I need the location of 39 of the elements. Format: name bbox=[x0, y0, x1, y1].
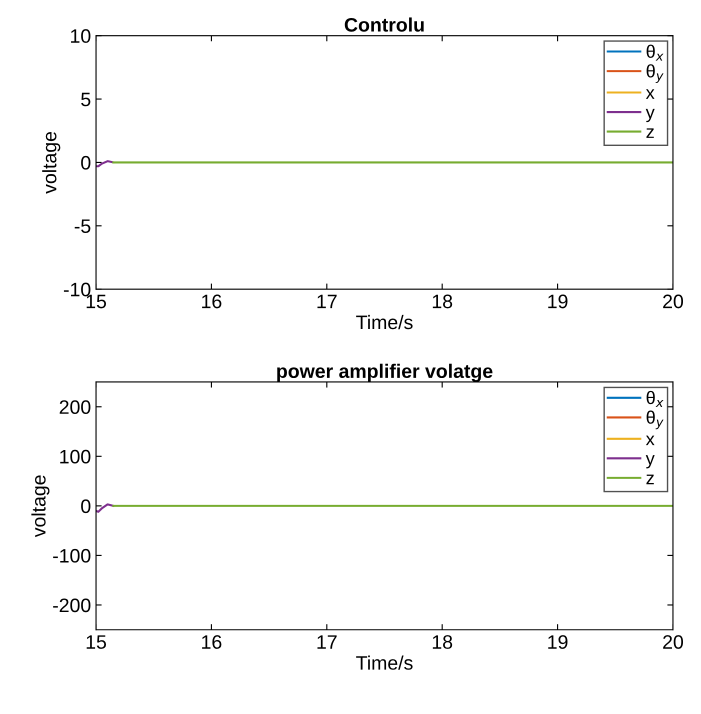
legend-label: z bbox=[646, 128, 654, 138]
chart-title: power amplifier volatge bbox=[277, 364, 492, 382]
x-tick-label: 18 bbox=[432, 294, 452, 308]
x-tick-label: 17 bbox=[317, 635, 337, 649]
x-tick-label: 19 bbox=[548, 294, 568, 308]
x-axis-title: Time/s bbox=[356, 314, 413, 330]
x-tick-label: 15 bbox=[86, 635, 106, 649]
x-tick-label: 17 bbox=[317, 294, 337, 308]
y-tick-label: -5 bbox=[74, 219, 90, 234]
y-tick-label: 200 bbox=[60, 400, 90, 414]
chart-title: Controlu bbox=[344, 17, 424, 32]
y-axis-title: voltage bbox=[31, 475, 50, 538]
x-tick-label: 18 bbox=[432, 635, 452, 649]
legend-label: θ$_{x}$ bbox=[646, 44, 664, 61]
legend-label: z bbox=[646, 474, 654, 484]
y-tick-label: 100 bbox=[60, 450, 90, 464]
x-tick-label: 19 bbox=[548, 635, 568, 649]
x-tick-label: 20 bbox=[663, 294, 684, 308]
y-tick-label: 5 bbox=[81, 92, 90, 106]
legend-label: y bbox=[646, 455, 655, 468]
y-tick-label: -200 bbox=[53, 598, 90, 612]
x-tick-label: 16 bbox=[202, 635, 222, 649]
y-tick-label: 0 bbox=[81, 499, 90, 514]
legend-label: θ$_{x}$ bbox=[646, 390, 664, 407]
legend-label: θ$_{y}$ bbox=[646, 64, 664, 83]
y-tick-label: -10 bbox=[64, 282, 90, 296]
legend-label: θ$_{y}$ bbox=[646, 410, 664, 430]
y-tick-label: 10 bbox=[71, 29, 90, 43]
y-axis-title: voltage bbox=[42, 132, 60, 194]
x-tick-label: 20 bbox=[663, 635, 684, 649]
legend-label: x bbox=[646, 89, 655, 99]
y-tick-label: 0 bbox=[81, 156, 90, 170]
x-axis-title: Time/s bbox=[356, 656, 413, 670]
line-series bbox=[96, 503, 114, 513]
x-tick-label: 15 bbox=[86, 294, 106, 308]
y-tick-label: -100 bbox=[53, 548, 90, 563]
legend-label: x bbox=[646, 436, 655, 446]
legend-label: y bbox=[646, 108, 655, 122]
x-tick-label: 16 bbox=[202, 294, 222, 308]
